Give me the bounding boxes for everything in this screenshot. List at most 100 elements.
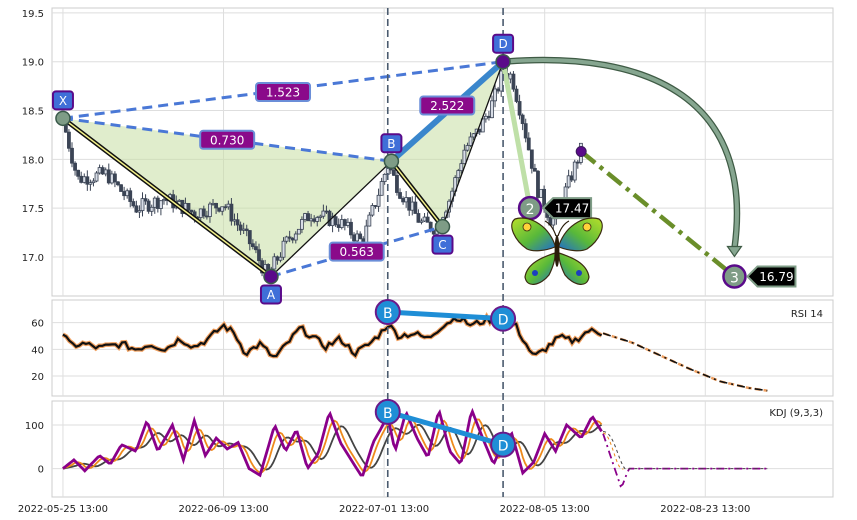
- candle-body: [352, 234, 356, 242]
- candle-body: [247, 230, 252, 245]
- bc-leg-inner: [390, 160, 444, 228]
- candle-body: [109, 173, 114, 184]
- candle-body: [146, 200, 151, 212]
- candle-body: [410, 201, 415, 211]
- ratio-label: 1.523: [266, 86, 300, 100]
- ratio-label-box: [255, 82, 312, 103]
- candle-body: [290, 237, 295, 241]
- rsi-forecast-line: [602, 332, 768, 392]
- pattern-letter-label: A: [267, 288, 276, 302]
- candle-body: [315, 217, 320, 222]
- candle-body: [566, 175, 571, 188]
- candle-body: [376, 194, 381, 207]
- candle-body: [569, 175, 574, 181]
- pattern-letter-label: C: [438, 238, 446, 252]
- butterfly-icon: [511, 217, 603, 285]
- candle-body: [401, 198, 405, 203]
- candle-body: [128, 190, 133, 202]
- x-tick-label: 2022-08-05 13:00: [500, 504, 590, 515]
- divergence-label-rsi: B: [383, 306, 393, 322]
- candle-body: [382, 173, 387, 182]
- candle-body: [134, 205, 139, 213]
- ratio-label-box: [328, 241, 385, 262]
- candle-body: [306, 213, 310, 222]
- kdj-k-forecast: [602, 432, 624, 470]
- candle-body: [226, 203, 231, 208]
- candle-body: [309, 218, 314, 222]
- candle-body: [324, 210, 329, 213]
- y-tick-label-price: 18.0: [22, 155, 44, 166]
- candle-body: [318, 215, 323, 218]
- candle-body: [539, 188, 543, 198]
- candle-body: [281, 240, 286, 258]
- candle-body: [496, 88, 501, 92]
- y-tick-label-kdj: 100: [25, 421, 44, 432]
- candle-body: [355, 233, 360, 242]
- candle-body: [303, 213, 307, 220]
- candle-body: [487, 115, 491, 119]
- candle-body: [88, 182, 93, 185]
- divergence-label-kdj: D: [498, 439, 509, 455]
- projection-target_2-value-box: [541, 197, 593, 220]
- candle-body: [398, 192, 402, 199]
- pattern-vertex-marker: [383, 153, 400, 170]
- candle-body: [511, 73, 516, 90]
- candle-body: [373, 205, 378, 207]
- candle-body: [241, 228, 246, 231]
- x-tick-label: 2022-05-25 13:00: [18, 504, 108, 515]
- candle-body: [300, 219, 304, 230]
- candle-body: [119, 184, 123, 192]
- candle-body: [529, 149, 534, 169]
- candle-body: [349, 221, 353, 236]
- candle-body: [278, 256, 283, 261]
- divergence-label-rsi: D: [498, 313, 509, 329]
- candle-body: [137, 210, 142, 213]
- pattern-marks: B D B D X A B C D 1.523 0.730 2.522 0.563 2 17.47 3 16.7…: [51, 33, 797, 458]
- candle-body: [287, 236, 292, 239]
- pattern-letter-box: [492, 33, 515, 54]
- pattern-letter-label: D: [498, 37, 507, 51]
- candle-body: [336, 224, 341, 228]
- ratio-label: 0.730: [210, 133, 244, 147]
- divergence-marker-kdj: [490, 431, 517, 458]
- candle-body: [572, 161, 577, 181]
- y-tick-label-rsi: 40: [31, 345, 44, 356]
- candle-body: [346, 221, 350, 226]
- candle-body: [551, 218, 556, 226]
- candle-body: [152, 197, 157, 208]
- candle-body: [91, 180, 96, 184]
- pattern-letter-box: [51, 90, 74, 111]
- candle-body: [250, 243, 255, 248]
- ratio-label: 2.522: [430, 99, 464, 113]
- candle-body: [116, 181, 120, 186]
- pattern-letter-label: X: [59, 94, 67, 108]
- candle-body: [391, 169, 396, 176]
- candle-body: [103, 169, 108, 175]
- y-tick-label-kdj: 0: [38, 465, 44, 476]
- pattern-vertex-marker: [263, 268, 279, 285]
- candle-body: [229, 203, 234, 222]
- candle-body: [244, 228, 249, 231]
- cd-leg: [441, 61, 504, 227]
- candle-body: [70, 147, 74, 164]
- candle-body: [217, 207, 222, 212]
- candle-body: [189, 209, 194, 213]
- candle-body: [517, 101, 522, 116]
- x-tick-label: 2022-07-01 13:00: [339, 504, 429, 515]
- y-tick-label-rsi: 20: [31, 372, 44, 383]
- projection-target_2-number: 2: [526, 202, 535, 218]
- candle-body: [155, 197, 160, 209]
- y-tick-label-price: 19.0: [22, 58, 44, 69]
- candle-body: [575, 161, 580, 164]
- candle-body: [275, 256, 280, 261]
- kdj-panel-title: KDJ (9,3,3): [769, 408, 823, 419]
- candle-body: [272, 256, 277, 270]
- candle-body: [514, 88, 519, 102]
- candle-body: [459, 163, 464, 172]
- candle-body: [143, 198, 148, 202]
- candle-body: [204, 215, 209, 218]
- divergence-line-rsi: [387, 309, 504, 322]
- candle-body: [67, 131, 71, 149]
- divergence-line-kdj: [387, 409, 504, 448]
